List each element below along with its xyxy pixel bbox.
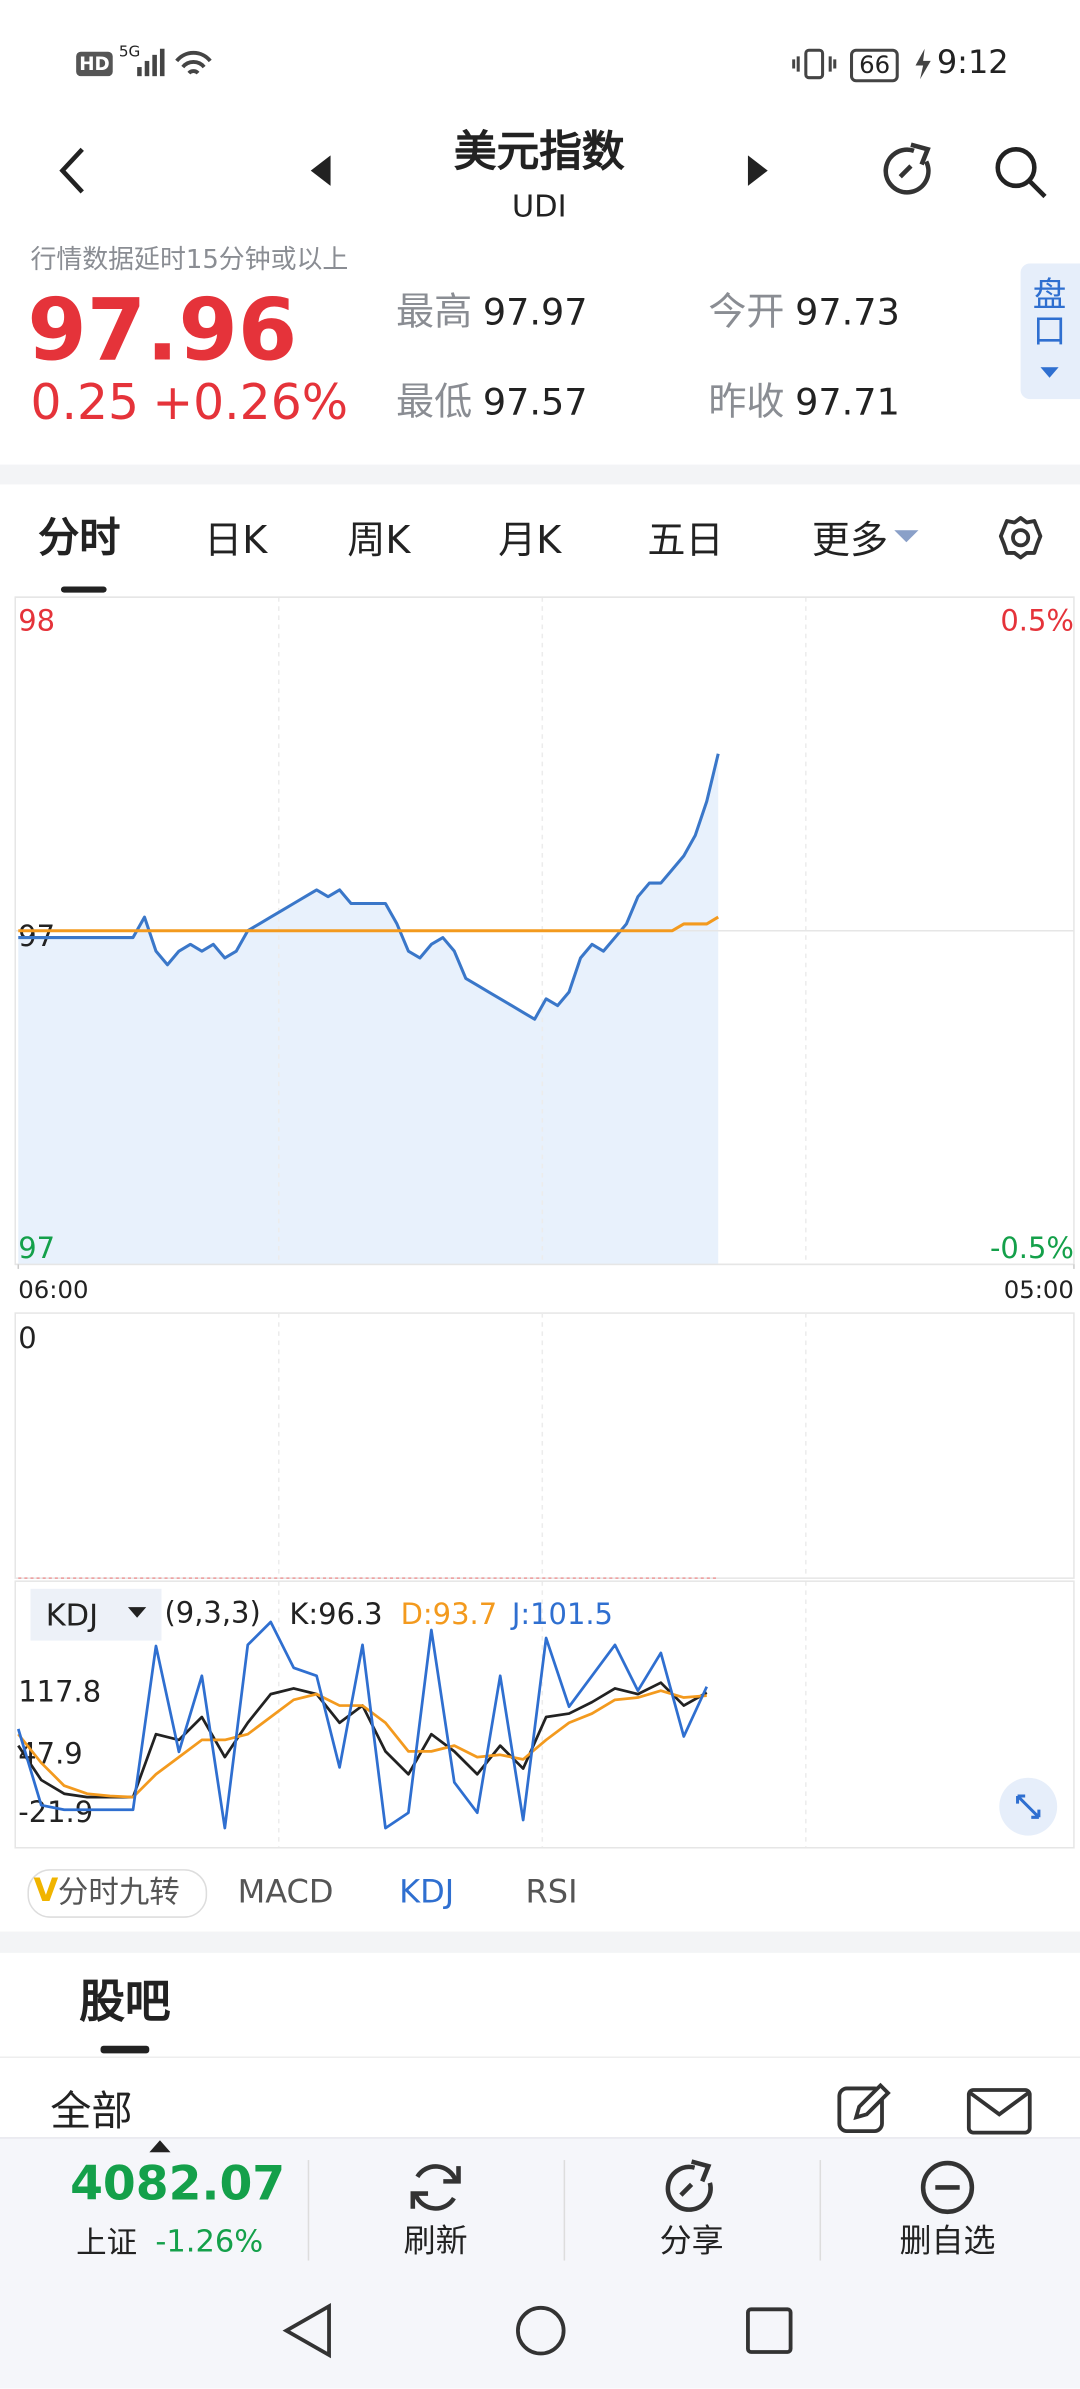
forum-filter[interactable]: 全部 xyxy=(50,2088,133,2136)
delay-note: 行情数据延时15分钟或以上 xyxy=(30,245,349,276)
kdj-k: K:96.3 xyxy=(289,1597,383,1632)
footer-button[interactable]: 刷新 xyxy=(403,2222,468,2260)
tab[interactable]: 周K xyxy=(347,517,411,563)
divider xyxy=(307,2160,310,2261)
footer-button[interactable]: 分享 xyxy=(659,2222,724,2260)
indicator-tab[interactable]: KDJ xyxy=(399,1873,455,1911)
clock: 9:12 xyxy=(936,44,1009,81)
stat-value: 97.97 xyxy=(482,290,588,334)
tab[interactable]: 分时 xyxy=(38,514,121,563)
y2-tick-label: 0.5% xyxy=(1000,604,1074,638)
nav-bar xyxy=(282,2302,793,2359)
title: 美元指数 xyxy=(453,126,625,177)
x-tick-label: 06:00 xyxy=(18,1275,88,1304)
share-icon[interactable] xyxy=(661,2159,722,2217)
divider xyxy=(0,2056,1080,2058)
more-arrow xyxy=(894,530,919,543)
y-tick-label: -21.9 xyxy=(18,1795,93,1829)
kdj-params: (9,3,3) xyxy=(164,1596,261,1630)
mail-icon[interactable] xyxy=(966,2087,1033,2136)
y-tick-label: 98 xyxy=(18,604,55,638)
search-icon[interactable] xyxy=(990,143,1051,204)
y2-tick-label: -0.5% xyxy=(990,1231,1074,1265)
signal-icons xyxy=(137,48,212,77)
battery: 66 xyxy=(850,48,900,83)
change: 0.25 xyxy=(30,373,140,432)
tab[interactable]: 月K xyxy=(498,517,562,563)
charging-icon xyxy=(915,48,931,80)
tab[interactable]: 五日 xyxy=(647,517,724,563)
forum-title[interactable]: 股吧 xyxy=(79,1975,171,2030)
stat-label: 最高 xyxy=(396,289,473,334)
prev-button[interactable] xyxy=(305,152,335,189)
vibrate-icon xyxy=(792,48,837,80)
divider xyxy=(819,2160,822,2261)
kdj-selector[interactable]: KDJ xyxy=(45,1596,99,1633)
network-label: HD xyxy=(76,51,113,77)
settings-icon[interactable] xyxy=(998,515,1044,561)
divider xyxy=(563,2160,566,2261)
price: 97.96 xyxy=(27,281,298,381)
v-badge: V xyxy=(33,1872,59,1909)
tab-indicator xyxy=(60,586,107,593)
index-name: 上证 xyxy=(76,2224,138,2261)
footer-button[interactable]: 删自选 xyxy=(899,2222,996,2260)
price-line xyxy=(18,753,720,1021)
separator xyxy=(0,464,1080,485)
y-tick-label: 97 xyxy=(18,1231,55,1265)
next-button[interactable] xyxy=(743,152,773,189)
kdj-line xyxy=(17,1681,708,1799)
y-tick-label: 97 xyxy=(18,919,55,953)
kdj-j: J:101.5 xyxy=(511,1597,613,1632)
y-tick-label: 117.8 xyxy=(18,1675,101,1709)
back-button[interactable] xyxy=(52,143,98,198)
signal-label: 5G xyxy=(118,44,141,61)
separator xyxy=(0,1931,1080,1953)
kdj-line xyxy=(17,1689,707,1799)
tab[interactable]: 日K xyxy=(204,517,268,563)
price-area xyxy=(18,753,719,1265)
price-line xyxy=(18,915,719,933)
tab[interactable]: 更多 xyxy=(811,517,889,563)
volume-tick-label: 0 xyxy=(18,1321,36,1355)
stat-label: 今开 xyxy=(708,289,785,334)
kdj-selector-arrow xyxy=(127,1607,147,1618)
stat-value: 97.57 xyxy=(482,380,588,424)
kdj-panel xyxy=(14,1580,1075,1849)
subtitle: UDI xyxy=(511,187,567,224)
volume-panel xyxy=(14,1312,1075,1579)
indicator-tab[interactable]: RSI xyxy=(525,1873,578,1911)
index-value[interactable]: 4082.07 xyxy=(70,2156,286,2212)
post-icon[interactable] xyxy=(835,2081,893,2136)
stat-value: 97.73 xyxy=(795,290,900,334)
stat-value: 97.71 xyxy=(795,380,900,424)
time-grid xyxy=(278,1313,807,1848)
refresh-icon[interactable] xyxy=(405,2159,466,2217)
stat-label: 最低 xyxy=(396,379,473,424)
side-tab-label: 盘口 xyxy=(1032,277,1067,353)
index-arrow xyxy=(149,2140,171,2153)
kdj-line xyxy=(16,1620,708,1830)
side-tab[interactable]: 盘口 xyxy=(1020,263,1080,400)
change-pct: +0.26% xyxy=(152,373,349,432)
indicator-tab-box[interactable] xyxy=(27,1869,208,1918)
indicator-tab[interactable]: MACD xyxy=(237,1873,334,1911)
x-tick-label: 05:00 xyxy=(1004,1275,1074,1304)
footer xyxy=(0,2137,1080,2389)
kdj-d: D:93.7 xyxy=(400,1597,498,1632)
forum-indicator xyxy=(100,2045,150,2054)
share-icon[interactable] xyxy=(880,140,941,201)
side-tab-arrow xyxy=(1040,367,1059,378)
expand-icon xyxy=(1016,1794,1041,1819)
stat-label: 昨收 xyxy=(708,379,785,424)
index-change: -1.26% xyxy=(155,2222,264,2260)
indicator-tab[interactable]: 分时九转 xyxy=(57,1873,180,1911)
remove-icon[interactable] xyxy=(919,2159,977,2217)
